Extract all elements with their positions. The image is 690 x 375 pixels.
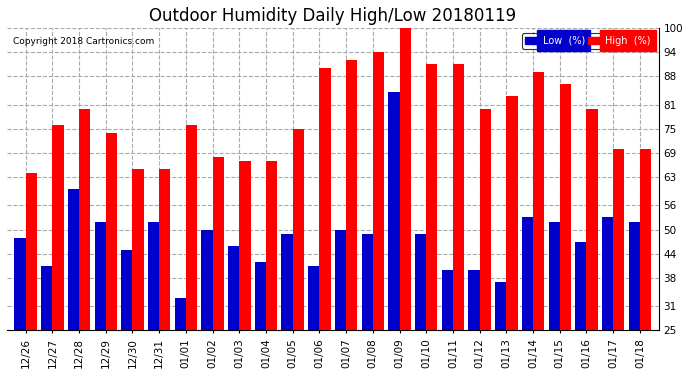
Bar [201, 230, 213, 330]
Bar [186, 125, 197, 330]
Bar [346, 60, 357, 330]
Bar [629, 222, 640, 330]
Bar [469, 270, 480, 330]
Bar [640, 149, 651, 330]
Bar [426, 64, 437, 330]
Bar [121, 250, 132, 330]
Bar [400, 28, 411, 330]
Bar [575, 242, 586, 330]
Bar [602, 217, 613, 330]
Bar [373, 52, 384, 330]
Bar [282, 234, 293, 330]
Bar [549, 222, 560, 330]
Bar [79, 109, 90, 330]
Bar [442, 270, 453, 330]
Text: Copyright 2018 Cartronics.com: Copyright 2018 Cartronics.com [14, 37, 155, 46]
Bar [506, 96, 518, 330]
Bar [560, 84, 571, 330]
Bar [453, 64, 464, 330]
Bar [495, 282, 506, 330]
Bar [319, 68, 331, 330]
Bar [14, 238, 26, 330]
Bar [335, 230, 346, 330]
Bar [106, 133, 117, 330]
Bar [148, 222, 159, 330]
Bar [26, 173, 37, 330]
Bar [159, 169, 170, 330]
Bar [68, 189, 79, 330]
Bar [586, 109, 598, 330]
Bar [52, 125, 63, 330]
Bar [228, 246, 239, 330]
Bar [95, 222, 106, 330]
Bar [308, 266, 319, 330]
Bar [175, 298, 186, 330]
Bar [362, 234, 373, 330]
Legend: Low  (%), High  (%): Low (%), High (%) [522, 33, 653, 49]
Bar [239, 161, 250, 330]
Title: Outdoor Humidity Daily High/Low 20180119: Outdoor Humidity Daily High/Low 20180119 [149, 7, 516, 25]
Bar [213, 157, 224, 330]
Bar [388, 92, 400, 330]
Bar [132, 169, 144, 330]
Bar [522, 217, 533, 330]
Bar [41, 266, 52, 330]
Bar [415, 234, 426, 330]
Bar [293, 129, 304, 330]
Bar [266, 161, 277, 330]
Bar [255, 262, 266, 330]
Bar [480, 109, 491, 330]
Bar [533, 72, 544, 330]
Bar [613, 149, 624, 330]
